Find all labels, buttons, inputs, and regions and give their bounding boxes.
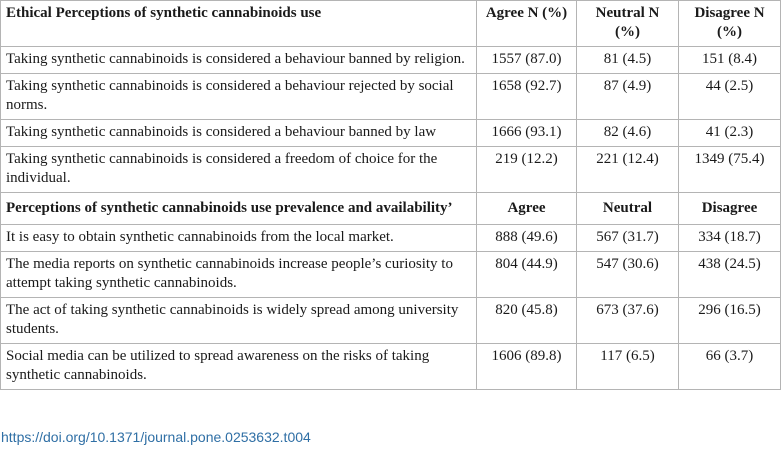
section2-header-item: Perceptions of synthetic cannabinoids us… [0,192,477,225]
neutral-cell: 673 (37.6) [576,297,679,344]
item-cell: Taking synthetic cannabinoids is conside… [0,119,477,147]
disagree-cell: 1349 (75.4) [678,146,781,193]
section2-header-agree: Agree [476,192,577,225]
disagree-cell: 41 (2.3) [678,119,781,147]
disagree-cell: 334 (18.7) [678,224,781,252]
doi-link[interactable]: https://doi.org/10.1371/journal.pone.025… [1,429,311,445]
perceptions-table: Ethical Perceptions of synthetic cannabi… [0,0,781,390]
agree-cell: 820 (45.8) [476,297,577,344]
agree-cell: 1666 (93.1) [476,119,577,147]
table-row: The act of taking synthetic cannabinoids… [0,297,781,344]
table-row: Taking synthetic cannabinoids is conside… [0,146,781,193]
section2-header-row: Perceptions of synthetic cannabinoids us… [0,192,781,225]
item-cell: Taking synthetic cannabinoids is conside… [0,146,477,193]
disagree-cell: 151 (8.4) [678,46,781,74]
section1-header-neutral: Neutral N (%) [576,0,679,47]
agree-cell: 804 (44.9) [476,251,577,298]
table-row: It is easy to obtain synthetic cannabino… [0,224,781,252]
section1-header-row: Ethical Perceptions of synthetic cannabi… [0,0,781,47]
neutral-cell: 81 (4.5) [576,46,679,74]
table-row: The media reports on synthetic cannabino… [0,251,781,298]
neutral-cell: 117 (6.5) [576,343,679,390]
item-cell: Taking synthetic cannabinoids is conside… [0,73,477,120]
item-cell: The media reports on synthetic cannabino… [0,251,477,298]
section2-header-disagree: Disagree [678,192,781,225]
agree-cell: 1658 (92.7) [476,73,577,120]
table-row: Taking synthetic cannabinoids is conside… [0,46,781,74]
section1-header-item: Ethical Perceptions of synthetic cannabi… [0,0,477,47]
disagree-cell: 66 (3.7) [678,343,781,390]
disagree-cell: 438 (24.5) [678,251,781,298]
item-cell: It is easy to obtain synthetic cannabino… [0,224,477,252]
neutral-cell: 221 (12.4) [576,146,679,193]
section2-header-neutral: Neutral [576,192,679,225]
table-row: Taking synthetic cannabinoids is conside… [0,119,781,147]
agree-cell: 1557 (87.0) [476,46,577,74]
neutral-cell: 87 (4.9) [576,73,679,120]
agree-cell: 1606 (89.8) [476,343,577,390]
table-row: Taking synthetic cannabinoids is conside… [0,73,781,120]
agree-cell: 219 (12.2) [476,146,577,193]
neutral-cell: 82 (4.6) [576,119,679,147]
section1-header-disagree: Disagree N (%) [678,0,781,47]
neutral-cell: 547 (30.6) [576,251,679,298]
item-cell: Taking synthetic cannabinoids is conside… [0,46,477,74]
neutral-cell: 567 (31.7) [576,224,679,252]
item-cell: Social media can be utilized to spread a… [0,343,477,390]
disagree-cell: 296 (16.5) [678,297,781,344]
section1-header-agree: Agree N (%) [476,0,577,47]
table-row: Social media can be utilized to spread a… [0,343,781,390]
disagree-cell: 44 (2.5) [678,73,781,120]
agree-cell: 888 (49.6) [476,224,577,252]
item-cell: The act of taking synthetic cannabinoids… [0,297,477,344]
